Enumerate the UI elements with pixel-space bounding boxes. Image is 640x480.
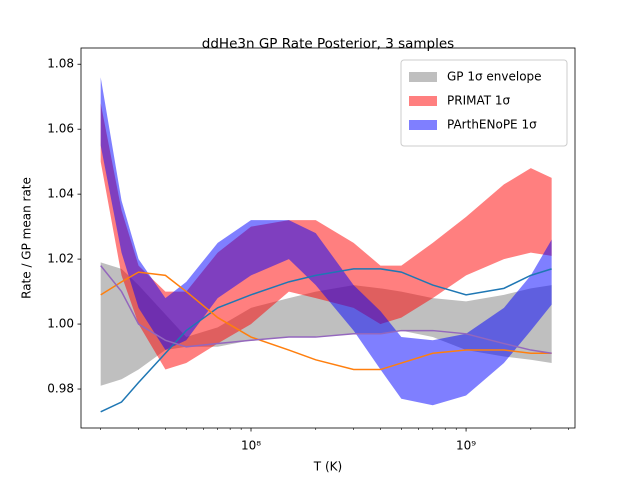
x-tick-label: 10⁸ bbox=[241, 439, 261, 453]
legend-label: GP 1σ envelope bbox=[447, 70, 542, 84]
plot-frame bbox=[80, 47, 576, 429]
band bbox=[100, 262, 552, 386]
chart-title: ddHe3n GP Rate Posterior, 3 samples bbox=[202, 36, 454, 52]
legend-swatch bbox=[409, 72, 437, 82]
y-tick-label: 1.02 bbox=[47, 252, 74, 266]
y-tick-label: 0.98 bbox=[47, 382, 74, 396]
legend-swatch bbox=[409, 96, 437, 106]
x-axis-label: T (K) bbox=[313, 460, 342, 474]
legend-label: PArthENoPE 1σ bbox=[447, 118, 537, 132]
y-tick-label: 1.08 bbox=[47, 57, 74, 71]
y-axis-label: Rate / GP mean rate bbox=[20, 177, 34, 299]
y-tick-label: 1.00 bbox=[47, 317, 74, 331]
line bbox=[100, 268, 552, 413]
legend-swatch bbox=[409, 120, 437, 130]
x-tick-label: 10⁹ bbox=[456, 439, 476, 453]
legend-label: PRIMAT 1σ bbox=[447, 94, 511, 108]
y-tick-label: 1.06 bbox=[47, 122, 74, 136]
line bbox=[100, 271, 552, 371]
y-tick-label: 1.04 bbox=[47, 187, 74, 201]
legend-box bbox=[400, 59, 568, 147]
line bbox=[100, 265, 552, 355]
